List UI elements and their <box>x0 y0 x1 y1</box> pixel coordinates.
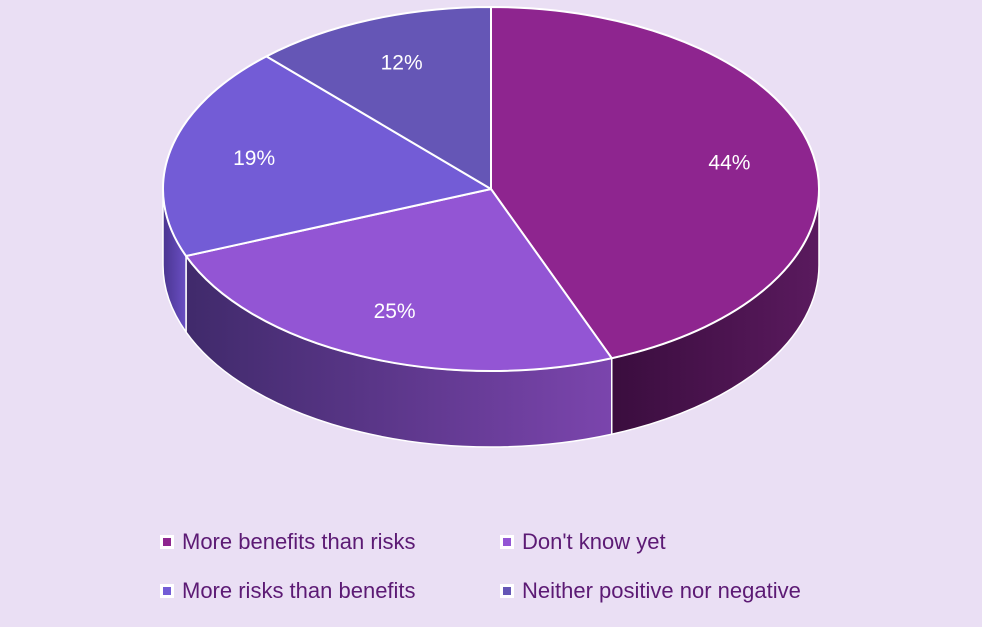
legend-item-dont-know: Don't know yet <box>500 528 860 555</box>
pie-slice <box>162 55 492 257</box>
chart-legend: More benefits than risks Don't know yet … <box>160 528 880 604</box>
legend-label: More benefits than risks <box>182 528 416 554</box>
legend-label: Don't know yet <box>522 528 666 554</box>
pie-data-label: 12% <box>381 51 423 74</box>
pie-slice <box>265 6 492 190</box>
legend-item-neither: Neither positive nor negative <box>500 577 860 604</box>
pie-slice <box>490 6 820 360</box>
pie-data-label: 19% <box>233 147 275 170</box>
pie-top-faces <box>162 6 820 372</box>
legend-swatch <box>160 534 174 549</box>
legend-swatch <box>160 583 174 598</box>
legend-label: More risks than benefits <box>182 577 416 603</box>
legend-item-more-risks: More risks than benefits <box>160 577 500 604</box>
legend-swatch <box>500 534 514 549</box>
legend-swatch <box>500 583 514 598</box>
legend-label: Neither positive nor negative <box>522 577 801 603</box>
pie-data-label: 25% <box>374 300 416 323</box>
pie-data-label: 44% <box>708 151 750 174</box>
legend-item-more-benefits: More benefits than risks <box>160 528 500 555</box>
pie-data-labels: 44% 25% 19% 12% <box>233 51 750 323</box>
pie-slice <box>185 188 613 372</box>
